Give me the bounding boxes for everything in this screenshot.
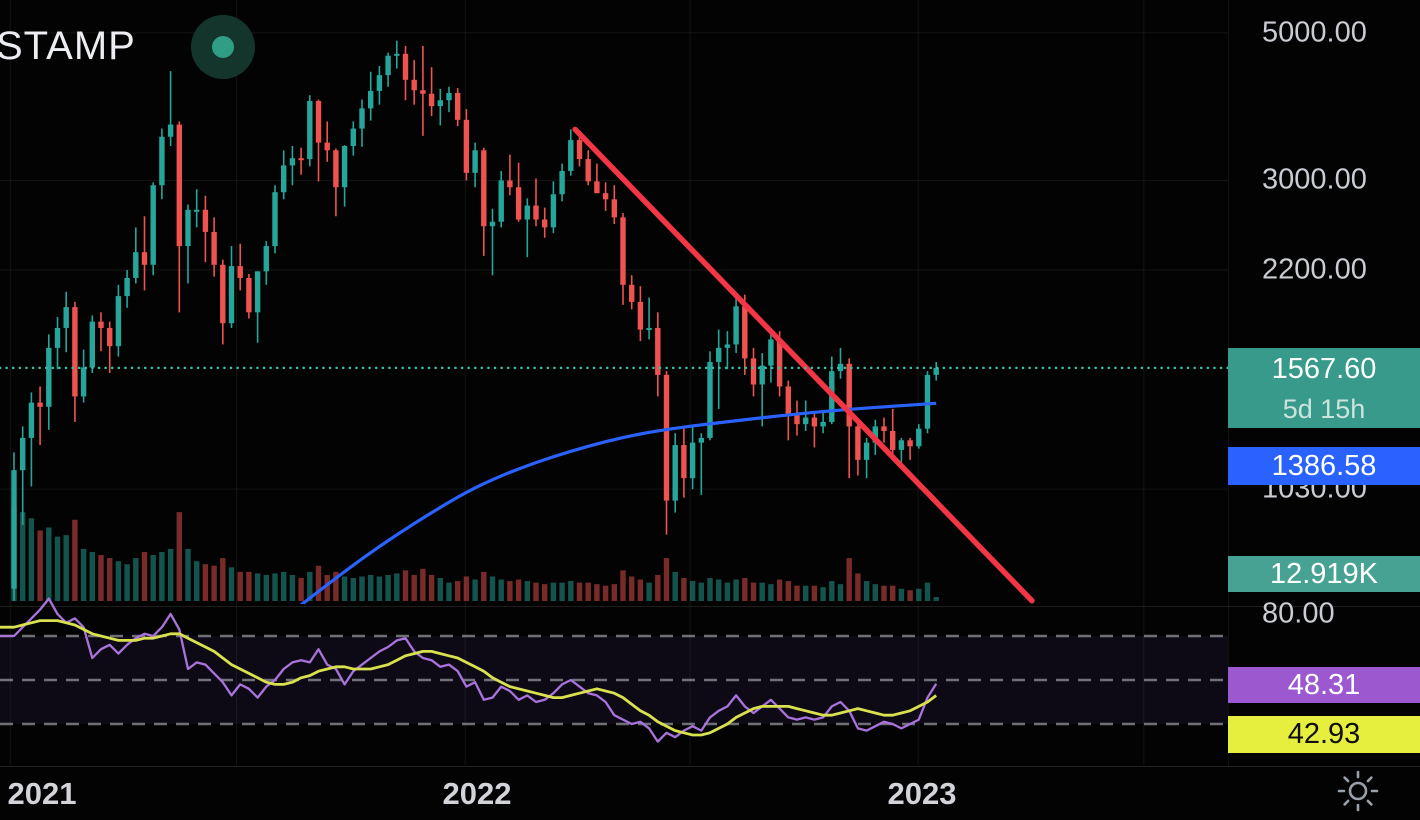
price-tick-label: 3000.00 [1262,163,1367,196]
price-scale[interactable]: 1567.60 5d 15h 1386.58 12.919K 48.31 42.… [1228,0,1420,766]
ma-value-badge: 1386.58 [1228,447,1420,485]
exchange-logo-icon[interactable] [191,15,255,79]
settings-icon[interactable] [1334,767,1382,815]
price-tick-label: 2200.00 [1262,253,1367,286]
logo-dot-icon [212,36,234,58]
year-label-2021: 2021 [7,776,77,811]
price-tick-label: 5000.00 [1262,16,1367,49]
price-tick-label: 80.00 [1262,597,1335,630]
year-label-2022: 2022 [442,776,512,811]
bar-countdown-badge: 5d 15h [1228,390,1420,428]
symbol-title[interactable]: STAMP [0,24,136,68]
last-price-badge: 1567.60 [1228,348,1420,390]
rsi-value-badge: 48.31 [1228,667,1420,703]
rsi-ma-value-badge: 42.93 [1228,716,1420,753]
time-axis[interactable]: 2021 2022 2023 [0,766,1420,820]
year-label-2023: 2023 [887,776,957,811]
volume-value-badge: 12.919K [1228,556,1420,592]
